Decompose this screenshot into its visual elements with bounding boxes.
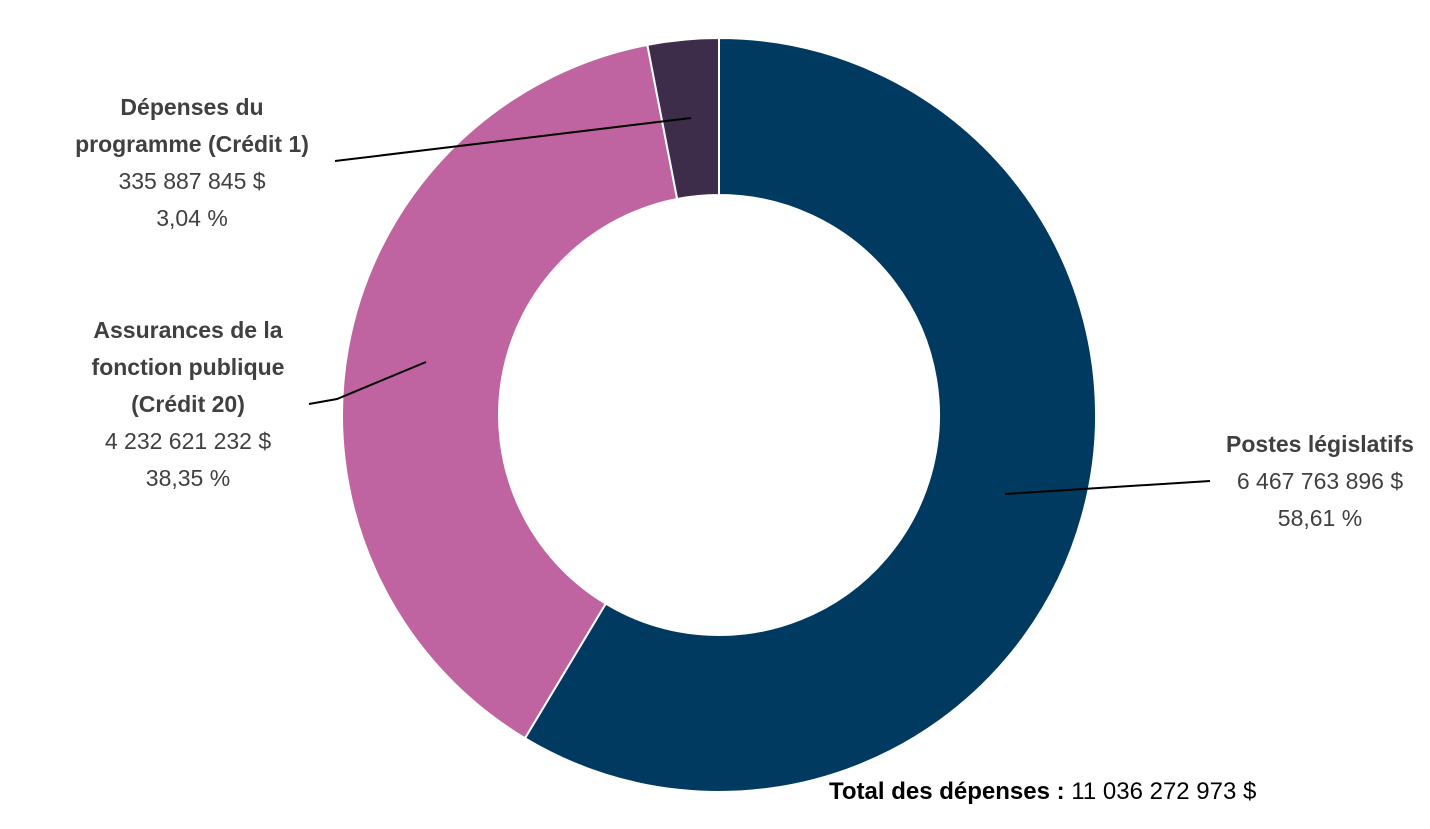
slice-percent: 58,61 % — [1278, 505, 1362, 531]
slice-label: Postes législatifs — [1226, 431, 1414, 457]
slice-label: (Crédit 20) — [131, 391, 245, 417]
total-label: Total des dépenses : — [829, 778, 1065, 805]
leader-line — [1004, 480, 1211, 495]
total-expenditure: Total des dépenses : 11 036 272 973 $ — [829, 778, 1256, 806]
slice-label: Dépenses du — [120, 94, 263, 120]
slice-label: Assurances de la — [93, 317, 282, 343]
slice-value: 6 467 763 896 $ — [1237, 468, 1403, 494]
leader-line — [308, 361, 427, 405]
slice-percent: 3,04 % — [156, 205, 228, 231]
slice-assurances-fonction-publique — [341, 43, 679, 740]
slice-label: programme (Crédit 1) — [75, 131, 309, 157]
leader-line — [334, 117, 692, 162]
total-value: 11 036 272 973 $ — [1071, 778, 1257, 805]
slice-value: 4 232 621 232 $ — [105, 428, 271, 454]
slice-percent: 38,35 % — [146, 465, 230, 491]
slice-label: fonction publique — [92, 354, 285, 380]
slice-value: 335 887 845 $ — [118, 168, 265, 194]
slice-postes-legislatifs — [523, 36, 1097, 793]
